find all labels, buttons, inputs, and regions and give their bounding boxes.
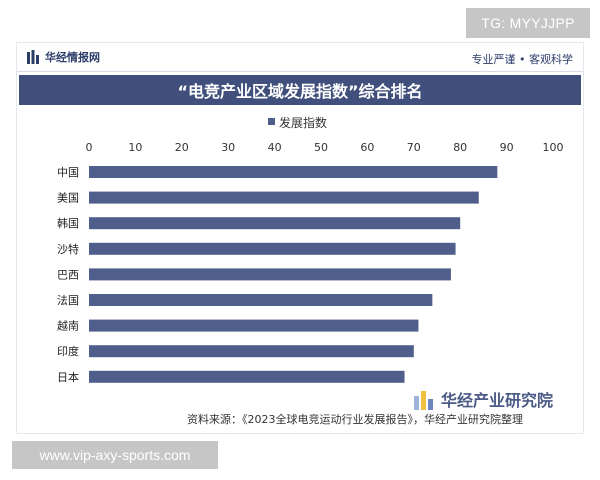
brand-motto: 专业严谨 • 客观科学	[471, 53, 573, 66]
bar	[89, 242, 456, 255]
category-label: 中国	[57, 166, 79, 179]
bar	[89, 370, 405, 383]
x-tick-label: 60	[360, 141, 374, 154]
category-label: 越南	[57, 319, 79, 333]
x-tick-label: 30	[221, 141, 235, 154]
x-tick-label: 90	[500, 141, 514, 154]
category-label: 沙特	[57, 242, 79, 256]
x-tick-label: 70	[407, 141, 421, 154]
watermark-logo: 华经产业研究院	[413, 387, 553, 411]
tg-badge: TG: MYYJJPP	[466, 8, 590, 38]
chart-card: 华经情报网 专业严谨 • 客观科学 “电竞产业区域发展指数”综合排名 发展指数 …	[16, 42, 584, 434]
category-label: 韩国	[57, 216, 79, 230]
brand-name: 华经情报网	[45, 51, 100, 64]
bar-chart: 发展指数 0 10 20 30 40 50 60 70 80 90 100 中国美国韩国沙特巴西法国…	[57, 115, 564, 384]
bar	[89, 217, 461, 230]
x-tick-label: 20	[175, 141, 189, 154]
bar	[89, 319, 419, 332]
data-source: 资料来源：《2023全球电竞运动行业发展报告》，华经产业研究院整理	[187, 413, 523, 426]
brand-logo-icon	[27, 50, 39, 64]
x-tick-label: 0	[86, 141, 93, 154]
legend-label-series: 发展指数	[279, 115, 327, 130]
category-label: 印度	[57, 344, 79, 358]
bar	[89, 294, 433, 306]
x-tick-label: 100	[543, 141, 564, 154]
category-label: 日本	[57, 370, 79, 384]
chart-title: “电竞产业区域发展指数”综合排名	[19, 75, 581, 105]
category-label: 巴西	[57, 268, 79, 281]
legend-swatch	[268, 118, 275, 125]
header-divider	[17, 71, 583, 72]
x-tick-label: 80	[453, 141, 467, 154]
category-label: 美国	[57, 192, 79, 205]
bar	[89, 345, 414, 358]
bar	[89, 191, 479, 204]
url-badge: www.vip-axy-sports.com	[12, 441, 218, 469]
bar	[89, 166, 498, 178]
x-tick-label: 10	[128, 141, 142, 154]
card-header: 华经情报网 专业严谨 • 客观科学	[17, 43, 583, 71]
x-tick-label: 40	[268, 141, 282, 154]
chart-legend: 发展指数	[268, 115, 327, 130]
category-label: 法国	[57, 293, 79, 307]
brand: 华经情报网	[27, 49, 100, 65]
x-tick-label: 50	[314, 141, 328, 154]
bar	[89, 268, 451, 281]
watermark-bars-icon	[414, 391, 433, 410]
watermark-name: 华经产业研究院	[441, 391, 554, 410]
